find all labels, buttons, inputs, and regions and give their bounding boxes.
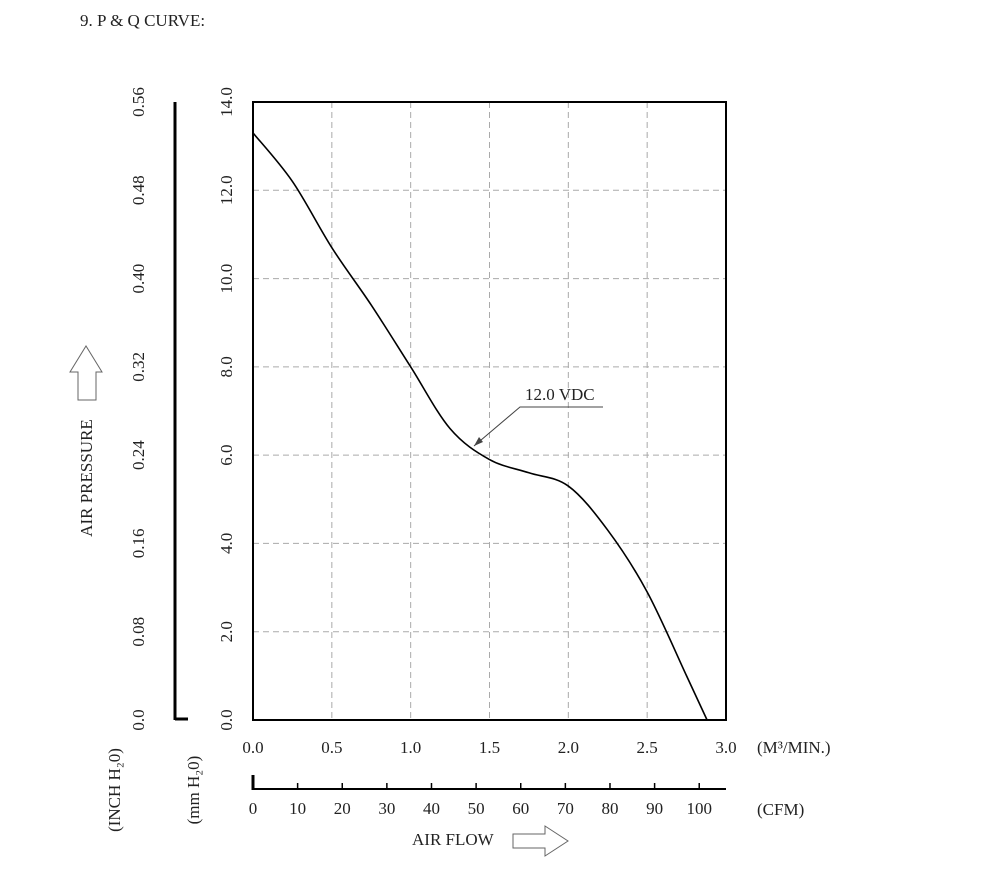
- x2-tick-label: 90: [646, 799, 663, 818]
- x-label: AIR FLOW: [412, 830, 495, 849]
- up-arrow: [69, 345, 103, 401]
- x-tick-label: 2.0: [558, 738, 579, 757]
- y2-unit: (INCH H₂0): [105, 748, 124, 832]
- x2-tick-label: 50: [468, 799, 485, 818]
- chart-title: 9. P & Q CURVE:: [80, 11, 205, 30]
- x2-tick-label: 20: [334, 799, 351, 818]
- y-label: AIR PRESSURE: [77, 419, 96, 537]
- x-tick-label: 3.0: [715, 738, 736, 757]
- y2-tick-label: 0.24: [129, 440, 148, 470]
- y-tick-label: 0.0: [217, 709, 236, 730]
- y-tick-label: 10.0: [217, 264, 236, 294]
- curve: [252, 132, 708, 721]
- y2-tick-label: 0.40: [129, 264, 148, 294]
- y2-tick-label: 0.32: [129, 352, 148, 382]
- y-tick-label: 12.0: [217, 175, 236, 205]
- leader-arrow: [474, 437, 483, 446]
- x2-tick-label: 30: [378, 799, 395, 818]
- y-tick-label: 8.0: [217, 356, 236, 377]
- y2-tick-label: 0.48: [129, 175, 148, 205]
- right-arrow: [512, 825, 569, 857]
- x-tick-label: 1.0: [400, 738, 421, 757]
- leader-line: [473, 406, 603, 447]
- x-tick-label: 1.5: [479, 738, 500, 757]
- x2-tick-label: 70: [557, 799, 574, 818]
- y2-tick-label: 0.0: [129, 709, 148, 730]
- x2-tick-label: 40: [423, 799, 440, 818]
- y2-tick-label: 0.56: [129, 87, 148, 117]
- y-unit: (mm H₂0): [184, 756, 203, 825]
- plot-frame: [252, 101, 727, 721]
- y-tick-label: 4.0: [217, 533, 236, 554]
- x2-tick-label: 10: [289, 799, 306, 818]
- x2-tick-label: 80: [601, 799, 618, 818]
- x2-unit: (CFM): [757, 800, 804, 819]
- y2-tick-label: 0.16: [129, 529, 148, 559]
- x-tick-label: 0.0: [242, 738, 263, 757]
- x2-tick-label: 60: [512, 799, 529, 818]
- y2-tick-label: 0.08: [129, 617, 148, 647]
- y-tick-label: 14.0: [217, 87, 236, 117]
- x-tick-label: 2.5: [637, 738, 658, 757]
- y-tick-label: 2.0: [217, 621, 236, 642]
- y-tick-label: 6.0: [217, 445, 236, 466]
- x2-tick-label: 100: [686, 799, 712, 818]
- x2-tick-label: 0: [249, 799, 258, 818]
- x-unit: (M³/MIN.): [757, 738, 831, 757]
- x-tick-label: 0.5: [321, 738, 342, 757]
- series-label: 12.0 VDC: [525, 385, 595, 404]
